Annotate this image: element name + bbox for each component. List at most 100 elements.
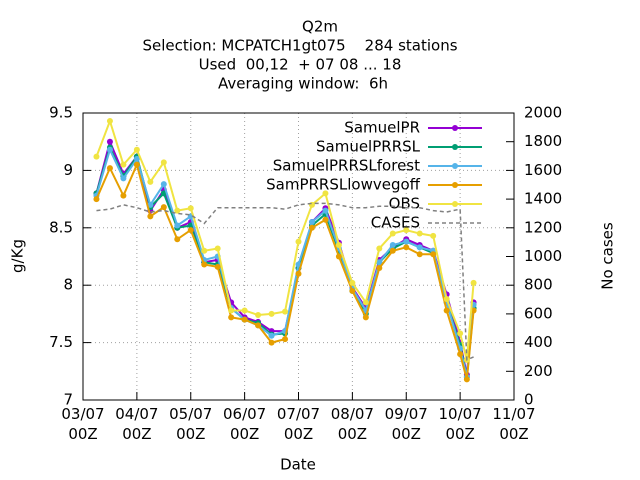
legend-label: CASES xyxy=(371,214,420,232)
x-tick-label: 07/07 00Z xyxy=(276,405,321,443)
point xyxy=(133,155,140,162)
point xyxy=(362,314,369,321)
point xyxy=(214,263,221,270)
point xyxy=(403,227,410,234)
point xyxy=(295,270,302,277)
point xyxy=(201,261,208,268)
point xyxy=(282,336,289,343)
series-line xyxy=(96,202,474,361)
point xyxy=(362,299,369,306)
legend-marker xyxy=(452,182,458,188)
point xyxy=(457,330,464,337)
point xyxy=(295,238,302,245)
point xyxy=(133,146,140,153)
legend-label: SamuelPR xyxy=(344,119,420,137)
point xyxy=(282,308,289,315)
y2-tick-label: 600 xyxy=(524,304,553,322)
plot-border xyxy=(82,112,515,401)
y2-tick-label: 1200 xyxy=(524,218,562,236)
point xyxy=(335,253,342,260)
y-tick-label: 7.5 xyxy=(49,333,73,351)
y2-tick-label: 1000 xyxy=(524,247,562,265)
point xyxy=(470,279,477,286)
x-tick-label: 10/07 00Z xyxy=(438,405,482,443)
point xyxy=(335,242,342,249)
point xyxy=(106,165,113,172)
x-axis-label: Date xyxy=(280,456,316,474)
legend-marker xyxy=(452,163,458,169)
point xyxy=(389,242,396,249)
legend-marker xyxy=(452,201,458,207)
y2-tick-label: 1800 xyxy=(524,132,562,150)
point xyxy=(241,307,248,314)
y-tick-label: 9 xyxy=(63,161,73,179)
point xyxy=(457,351,464,358)
legend-label: OBS xyxy=(389,195,420,213)
point xyxy=(93,153,100,160)
point xyxy=(106,118,113,125)
x-tick-label: 09/07 00Z xyxy=(384,405,428,443)
legend-label: SamuelPRRSLforest xyxy=(273,157,420,175)
point xyxy=(93,196,100,203)
point xyxy=(416,244,423,251)
y2-tick-label: 0 xyxy=(524,391,534,409)
y2-tick-label: 1400 xyxy=(524,190,562,208)
point xyxy=(463,376,470,383)
point xyxy=(308,224,315,231)
point xyxy=(160,159,167,166)
point xyxy=(430,251,437,258)
point xyxy=(120,161,127,168)
y2-tick-label: 200 xyxy=(524,362,553,380)
point xyxy=(255,312,262,319)
point xyxy=(228,307,235,314)
point xyxy=(443,307,450,314)
point xyxy=(147,213,154,220)
point xyxy=(228,314,235,321)
point xyxy=(160,204,167,211)
point xyxy=(174,222,181,229)
point xyxy=(255,322,262,329)
point xyxy=(120,192,127,199)
legend-marker xyxy=(452,144,458,150)
point xyxy=(160,181,167,188)
chart-subtitle: Averaging window: 6h xyxy=(218,75,388,93)
point xyxy=(268,339,275,346)
point xyxy=(201,247,208,254)
legend-marker xyxy=(452,125,458,131)
y-tick-label: 9.5 xyxy=(49,104,73,122)
point xyxy=(376,259,383,266)
point xyxy=(403,244,410,251)
point xyxy=(268,310,275,317)
chart-subtitle: Used 00,12 + 07 08 ... 18 xyxy=(199,56,402,74)
x-tick-label: 06/07 00Z xyxy=(223,405,267,443)
x-tick-label: 04/07 00Z xyxy=(115,405,159,443)
y-tick-label: 8.5 xyxy=(49,218,73,236)
point xyxy=(214,245,221,252)
point xyxy=(376,245,383,252)
y2-tick-label: 400 xyxy=(524,333,553,351)
point xyxy=(389,247,396,254)
point xyxy=(389,230,396,237)
point xyxy=(120,175,127,182)
point xyxy=(268,332,275,339)
y2-axis-label: No cases xyxy=(599,222,617,290)
y-tick-label: 8 xyxy=(63,276,73,294)
point xyxy=(133,161,140,168)
point xyxy=(322,190,329,197)
point xyxy=(147,201,154,208)
point xyxy=(349,287,356,294)
point xyxy=(376,264,383,271)
point xyxy=(308,219,315,226)
point xyxy=(322,216,329,223)
legend-label: SamuelPRRSL xyxy=(316,138,421,156)
point xyxy=(416,230,423,237)
x-tick-label: 05/07 00Z xyxy=(169,405,213,443)
point xyxy=(174,236,181,243)
point xyxy=(308,201,315,208)
chart-title: Q2m xyxy=(302,18,338,36)
x-tick-label: 11/07 00Z xyxy=(492,405,536,443)
point xyxy=(106,146,113,153)
y-tick-label: 7 xyxy=(63,391,73,409)
